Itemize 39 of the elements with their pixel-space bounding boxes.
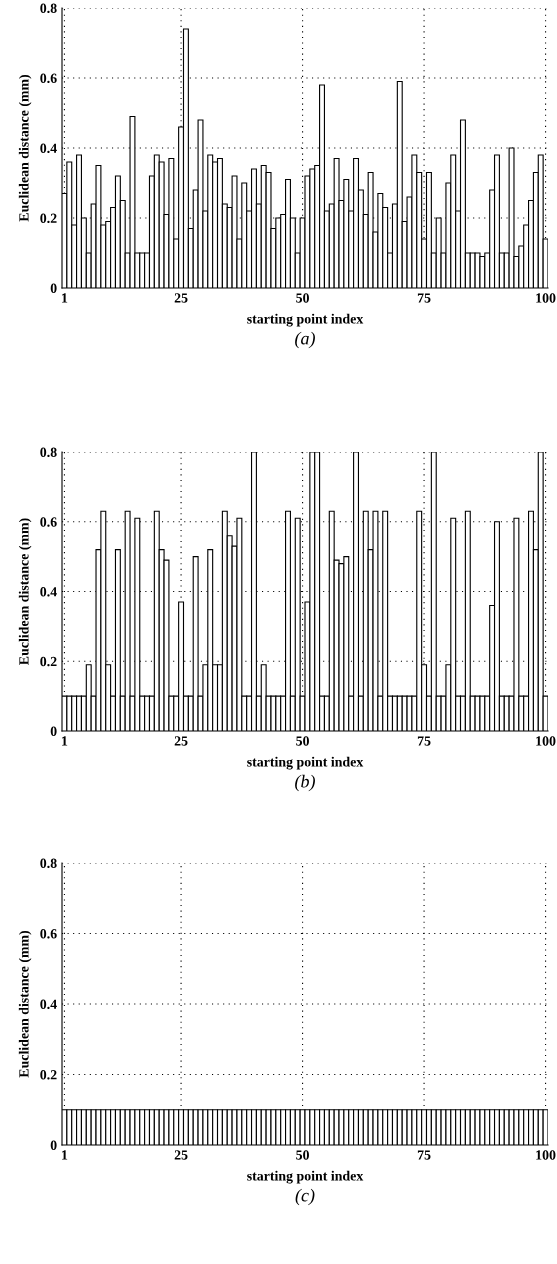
y-tick-label: 0.6 — [40, 73, 57, 84]
x-tick-label: 100 — [536, 293, 556, 303]
y-tick-label: 0 — [50, 1140, 57, 1150]
text: (b) — [295, 774, 315, 792]
x-axis-title: starting point index — [247, 1170, 364, 1184]
y-tick-label: 0.8 — [40, 3, 57, 14]
y-tick-label: 0.4 — [40, 143, 57, 154]
x-tick-label: 1 — [62, 1150, 68, 1160]
y-tick-label: 0.2 — [40, 213, 57, 224]
x-tick-label: 75 — [417, 736, 431, 746]
y-tick-label: 0.4 — [40, 587, 57, 597]
text: (c) — [295, 1188, 315, 1206]
y-tick-label: 0 — [50, 726, 57, 736]
y-tick-label: 0.6 — [40, 517, 57, 527]
x-tick-label: 1 — [62, 736, 68, 746]
x-tick-label: 50 — [296, 736, 309, 746]
y-tick-label: 0.6 — [40, 929, 57, 939]
x-tick-label: 50 — [296, 1150, 309, 1160]
text: (a) — [295, 331, 315, 349]
x-tick-label: 1 — [62, 293, 68, 303]
y-tick-label: 0.4 — [40, 999, 57, 1010]
y-axis-title: Euclidean distance (mm) — [18, 74, 32, 222]
x-tick-label: 75 — [417, 293, 431, 303]
x-tick-label: 25 — [174, 293, 188, 303]
y-tick-label: 0.8 — [40, 447, 57, 458]
x-axis-title: starting point index — [247, 313, 364, 327]
x-tick-label: 100 — [536, 736, 556, 746]
y-axis-title: Euclidean distance (mm) — [18, 930, 32, 1078]
y-tick-label: 0.8 — [40, 858, 57, 869]
y-tick-label: 0.2 — [40, 1070, 57, 1080]
x-tick-label: 25 — [174, 736, 188, 746]
x-tick-label: 100 — [536, 1150, 556, 1160]
x-tick-label: 25 — [174, 1150, 188, 1160]
y-axis-title: Euclidean distance (mm) — [18, 518, 32, 665]
x-tick-label: 50 — [296, 293, 309, 303]
y-tick-label: 0 — [50, 283, 57, 293]
y-tick-label: 0.2 — [40, 656, 57, 667]
x-tick-label: 75 — [417, 1150, 431, 1160]
x-axis-title: starting point index — [247, 756, 364, 770]
